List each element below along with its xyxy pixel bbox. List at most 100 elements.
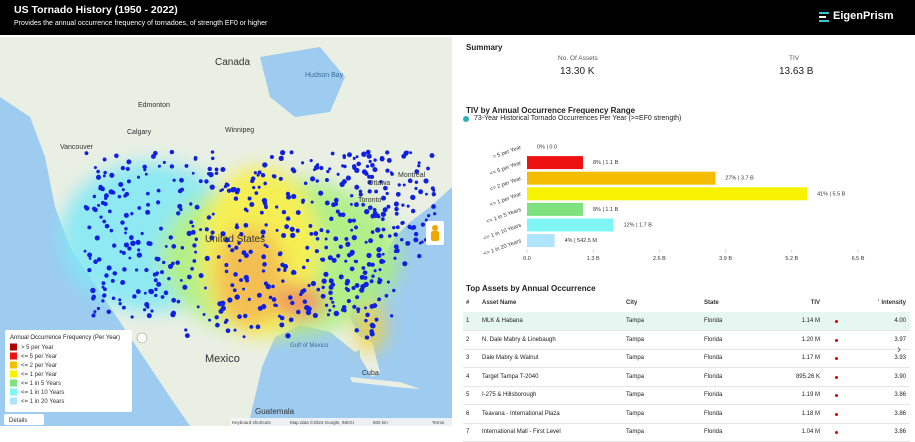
asset-dot [261, 197, 268, 204]
attribution[interactable]: Terms [432, 420, 445, 425]
asset-dot [256, 173, 260, 177]
asset-dot [351, 234, 357, 241]
asset-dot [160, 295, 165, 299]
asset-dot [154, 152, 158, 156]
asset-dot [431, 192, 436, 197]
asset-dot [349, 266, 355, 272]
asset-dot [369, 322, 375, 328]
intensity-dot [835, 320, 838, 323]
chart-title: TIV by Annual Occurrence Frequency Range [466, 106, 636, 115]
side-panel: Summary No. Of Assets 13.30 K TIV 13.63 … [455, 37, 915, 442]
scroll-arrow[interactable]: › [897, 342, 901, 356]
asset-dot [154, 293, 158, 298]
asset-dot [263, 281, 269, 286]
asset-dot [92, 194, 97, 199]
asset-dot [417, 161, 421, 165]
details-label[interactable]: Details [9, 418, 27, 424]
asset-dot [393, 232, 398, 237]
asset-dot [245, 209, 249, 213]
asset-dot [120, 220, 125, 225]
attribution[interactable]: Keyboard shortcuts [232, 420, 272, 425]
asset-dot [204, 179, 209, 184]
asset-dot [123, 194, 127, 198]
asset-dot [410, 208, 416, 214]
x-tick-label: 2.6 B [653, 256, 666, 262]
data-label: 8% | 1.1 B [593, 160, 619, 166]
details-button[interactable]: Details [4, 414, 44, 425]
asset-dot [227, 244, 232, 248]
table-cell: Tampa [626, 373, 645, 380]
asset-dot [319, 257, 323, 261]
asset-dot [336, 172, 340, 176]
asset-dot [282, 263, 289, 270]
asset-dot [380, 217, 385, 222]
table-cell: I-275 & Hillsborough [482, 392, 537, 398]
asset-dot [97, 203, 101, 207]
asset-dot [104, 196, 108, 200]
legend-label: 73-Year Historical Tornado Occurrences P… [474, 115, 682, 122]
asset-dot [369, 279, 374, 284]
y-tick-label: <= 1 per Year [489, 191, 522, 208]
asset-dot [262, 262, 267, 267]
asset-dot [318, 190, 324, 196]
asset-dot [112, 271, 118, 276]
pegman[interactable] [426, 221, 444, 245]
legend-label: <= 1 in 20 Years [21, 399, 64, 405]
asset-dot [292, 270, 297, 275]
asset-dot [372, 303, 378, 309]
asset-dot [296, 309, 301, 315]
asset-dot [156, 188, 161, 193]
asset-dot [223, 320, 228, 325]
asset-dot [312, 168, 316, 172]
asset-dot [211, 156, 215, 161]
table-cell: 1.18 M [801, 410, 820, 417]
asset-dot [327, 255, 333, 261]
asset-dot [378, 234, 384, 239]
table-cell: Teavana - International Plaza [482, 410, 560, 417]
asset-dot [163, 290, 169, 296]
asset-dot [310, 200, 314, 204]
legend-swatch [463, 116, 469, 122]
asset-dot [395, 225, 400, 230]
asset-dot [397, 183, 401, 187]
asset-dot [280, 150, 286, 156]
asset-dot [198, 179, 203, 184]
asset-dot [361, 266, 366, 270]
asset-dot [247, 196, 252, 201]
asset-dot [123, 242, 130, 248]
asset-dot [208, 318, 212, 322]
asset-dot [389, 314, 394, 318]
asset-dot [364, 318, 368, 323]
asset-dot [179, 177, 184, 183]
asset-dot [392, 288, 396, 293]
asset-dot [179, 278, 183, 282]
y-tick-label: <= 1 in 20 Years [483, 238, 523, 257]
asset-dot [259, 210, 264, 215]
asset-dot [420, 240, 424, 244]
asset-dot [210, 150, 215, 154]
y-tick-label: <= 2 per Year [489, 176, 522, 193]
column-header: City [626, 300, 638, 306]
x-tick-label: 5.2 B [785, 256, 798, 262]
asset-dot [88, 256, 92, 260]
map-label: Guatemala [255, 407, 295, 416]
asset-dot [186, 230, 192, 237]
asset-dot [187, 274, 192, 280]
asset-dot [371, 274, 375, 278]
asset-dot [83, 249, 87, 253]
asset-dot [359, 274, 365, 280]
page-title: US Tornado History (1950 - 2022) [14, 4, 178, 16]
asset-dot [372, 208, 377, 212]
asset-dot [341, 164, 345, 168]
asset-dot [123, 212, 129, 218]
asset-dot [385, 191, 389, 196]
asset-dot [101, 299, 105, 303]
legend-swatch [10, 388, 17, 396]
asset-dot [354, 259, 359, 264]
asset-dot [83, 205, 88, 209]
move-handle[interactable] [136, 332, 148, 344]
asset-dot [167, 276, 171, 281]
asset-dot [150, 309, 154, 313]
asset-dot [245, 278, 250, 283]
table-cell: International Mall - First Level [482, 429, 561, 435]
